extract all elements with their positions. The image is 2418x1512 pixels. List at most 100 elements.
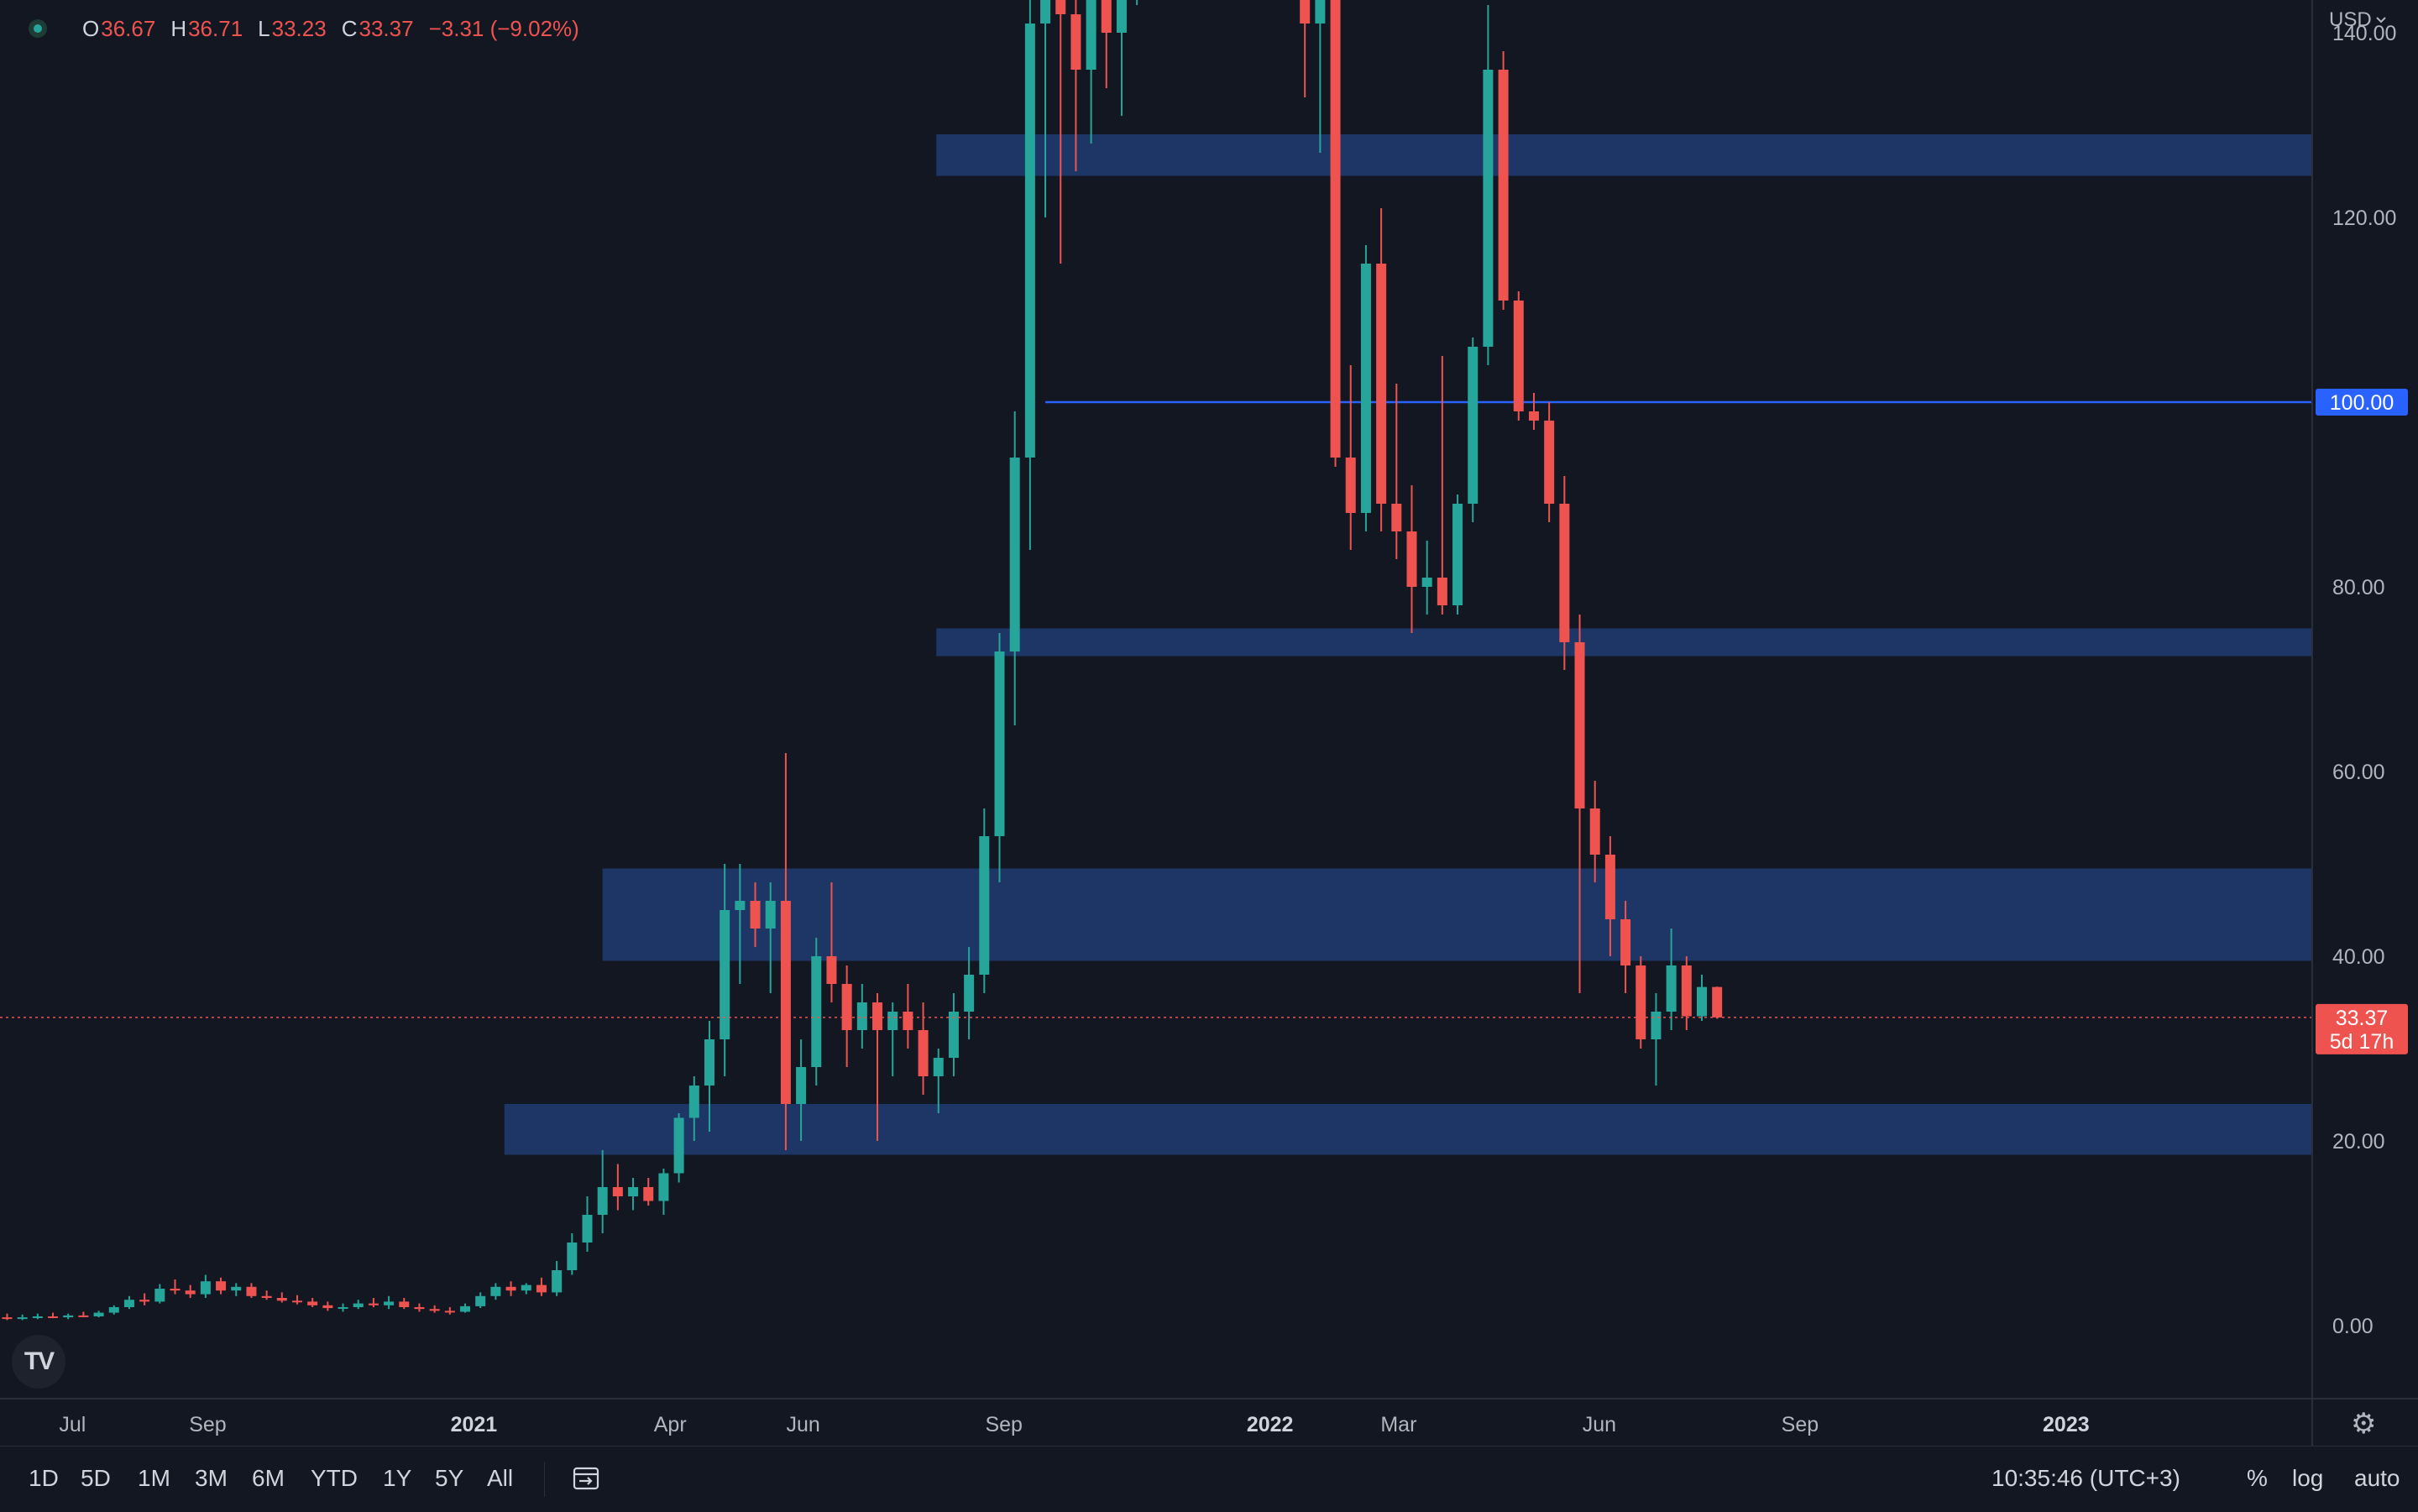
clock[interactable]: 10:35:46 (UTC+3) [1991, 1465, 2180, 1491]
timeframe-5y-button[interactable]: 5Y [435, 1465, 464, 1491]
candle-body [826, 956, 837, 984]
open-value: 36.67 [101, 15, 156, 41]
time-tick-label: 2023 [2043, 1413, 2090, 1436]
candle-body [1376, 264, 1387, 504]
candle-up [1651, 993, 1662, 1086]
candle-body [200, 1281, 211, 1295]
candle-body [353, 1303, 364, 1307]
candle-body [811, 956, 822, 1067]
candle-down [307, 1298, 318, 1307]
candle-down [368, 1298, 379, 1307]
timeframe-all-button[interactable]: All [487, 1465, 514, 1491]
candle-body [322, 1305, 333, 1309]
time-tick-label: Jun [1583, 1413, 1616, 1436]
candle-up [979, 808, 990, 993]
date-range-icon[interactable] [571, 1463, 601, 1494]
candle-down [170, 1279, 181, 1295]
candle-body [521, 1284, 531, 1291]
candle-up [688, 1076, 699, 1141]
candle-body [1620, 919, 1631, 965]
candle-body [261, 1295, 272, 1298]
tradingview-logo-icon[interactable]: TV [12, 1335, 65, 1389]
high-value: 36.71 [188, 15, 243, 41]
candle-body [1697, 986, 1708, 1017]
candle-down [1101, 0, 1112, 88]
currency-selector[interactable]: USD [2329, 8, 2387, 32]
price-tick-label: 120.00 [2332, 207, 2396, 230]
gear-icon[interactable]: ⚙ [2351, 1408, 2377, 1440]
candle-up [628, 1178, 639, 1211]
candle-body [63, 1315, 74, 1318]
candle-body [1513, 301, 1524, 411]
candle-body [765, 901, 776, 929]
log-toggle[interactable]: log [2292, 1465, 2324, 1491]
support-resistance-zone [504, 1104, 2312, 1155]
candle-up [765, 882, 776, 993]
candle-body [887, 1012, 898, 1030]
candle-down [903, 984, 913, 1049]
candle-body [796, 1067, 807, 1104]
candle-body [1300, 0, 1311, 24]
candle-body [1666, 965, 1677, 1012]
close-value: 33.37 [359, 15, 414, 41]
candle-down [536, 1277, 547, 1296]
timeframe-1y-button[interactable]: 1Y [383, 1465, 412, 1491]
candle-body [1391, 504, 1402, 531]
candle-body [1636, 965, 1646, 1039]
open-label: O [82, 15, 100, 41]
candle-body [1116, 0, 1127, 33]
candle-body [1589, 808, 1600, 855]
candle-body [1040, 0, 1051, 24]
auto-toggle[interactable]: auto [2354, 1465, 2400, 1491]
bottom-toolbar: 1D 5D 1M 3M 6M YTD 1Y 5Y All 10:35:46 (U… [0, 1446, 2418, 1512]
candle-down [780, 753, 791, 1150]
candle-up [673, 1113, 684, 1183]
candle-down [505, 1281, 516, 1296]
candle-down [246, 1283, 257, 1298]
candle-down [1391, 384, 1402, 559]
candle-up [108, 1305, 119, 1315]
candle-up [1483, 5, 1494, 365]
candle-up [1315, 0, 1326, 153]
timeframe-6m-button[interactable]: 6M [252, 1465, 285, 1491]
timeframe-1m-button[interactable]: 1M [138, 1465, 170, 1491]
change-value: −3.31 (−9.02%) [428, 15, 579, 41]
candle-body [1055, 0, 1066, 14]
candle-body [658, 1173, 669, 1201]
candle-up [964, 947, 975, 1039]
candle-up [720, 864, 730, 1076]
percent-toggle[interactable]: % [2247, 1465, 2268, 1491]
levels-layer [1045, 400, 2312, 404]
candle-body [979, 836, 990, 975]
candle-up [63, 1313, 74, 1320]
candle-up [994, 633, 1005, 882]
candle-body [1345, 458, 1356, 513]
candle-down [1055, 0, 1066, 264]
candle-body [780, 901, 791, 1104]
timeframe-1d-button[interactable]: 1D [29, 1465, 59, 1491]
level-price-label-bg [2316, 389, 2408, 416]
time-tick-label: Jun [787, 1413, 820, 1436]
timeframe-3m-button[interactable]: 3M [195, 1465, 228, 1491]
candle-body [1330, 0, 1341, 458]
candle-body [139, 1300, 150, 1302]
candle-body [872, 1002, 883, 1030]
candle-body [384, 1301, 395, 1305]
candle-body [368, 1303, 379, 1305]
candle-up [460, 1303, 471, 1313]
timeframe-ytd-button[interactable]: YTD [311, 1465, 358, 1491]
timeframe-5d-button[interactable]: 5D [81, 1465, 111, 1491]
support-resistance-zone [936, 134, 2312, 176]
candle-down [1589, 781, 1600, 882]
candle-body [93, 1312, 104, 1316]
candle-down [78, 1311, 89, 1318]
candle-body [597, 1187, 608, 1215]
candle-body [185, 1290, 196, 1295]
candle-body [48, 1316, 59, 1318]
candle-down [216, 1277, 227, 1295]
candle-down [1681, 956, 1692, 1030]
candle-body [338, 1307, 348, 1309]
price-tick-label: 80.00 [2332, 576, 2385, 599]
candle-body [856, 1002, 867, 1030]
price-chart[interactable]: 260.00240.00220.00200.00180.00160.00140.… [0, 0, 2418, 1446]
